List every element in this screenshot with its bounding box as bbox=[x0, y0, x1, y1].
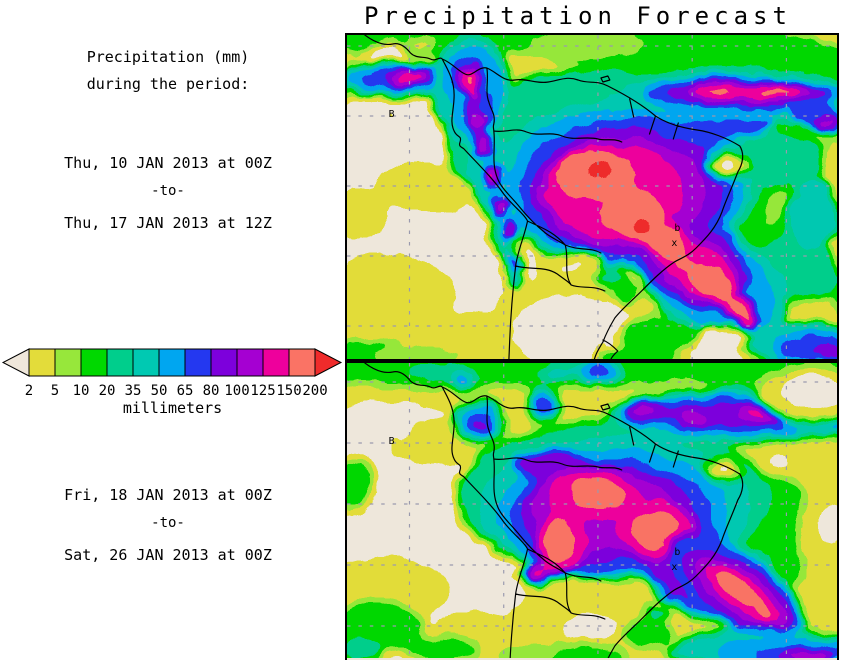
forecast-map-period2: B b x bbox=[345, 361, 839, 660]
legend-heading-line2: during the period: bbox=[86, 75, 250, 93]
colorbar-tick: 10 bbox=[73, 383, 90, 399]
colorbar-tick: 65 bbox=[177, 383, 194, 399]
forecast-map-period1-canvas: B b x bbox=[347, 35, 837, 359]
map-marker-b2: b bbox=[674, 223, 680, 234]
period2-end: Sat, 26 JAN 2013 at 00Z bbox=[64, 546, 272, 564]
colorbar-cell bbox=[158, 348, 186, 377]
precipitation-field bbox=[347, 363, 837, 658]
colorbar-tick: 20 bbox=[99, 383, 116, 399]
page-title: Precipitation Forecast bbox=[364, 2, 792, 30]
colorbar-ticks: 2 5 10 20 35 50 65 80 100 125 150 200 bbox=[25, 383, 328, 399]
period2-start: Fri, 18 JAN 2013 at 00Z bbox=[64, 486, 272, 504]
map-marker-b: B bbox=[389, 109, 395, 120]
colorbar-tick: 100 bbox=[224, 383, 249, 399]
colorbar-tick: 5 bbox=[51, 383, 59, 399]
colorbar-tick: 50 bbox=[151, 383, 168, 399]
colorbar-tick: 80 bbox=[203, 383, 220, 399]
colorbar-cell bbox=[80, 348, 108, 377]
colorbar-cell bbox=[106, 348, 134, 377]
colorbar-tick: 200 bbox=[302, 383, 327, 399]
colorbar-under-arrow bbox=[1, 348, 30, 377]
colorbar-unit-label: millimeters bbox=[122, 399, 223, 417]
map-marker-x: x bbox=[671, 562, 677, 573]
colorbar-cell bbox=[262, 348, 290, 377]
period1-start: Thu, 10 JAN 2013 at 00Z bbox=[64, 154, 272, 172]
precipitation-colorbar: 2 5 10 20 35 50 65 80 100 125 150 200 bbox=[1, 348, 343, 399]
period1-separator: -to- bbox=[151, 183, 185, 199]
legend-heading-line1: Precipitation (mm) bbox=[86, 48, 250, 66]
colorbar-over-arrow bbox=[314, 348, 343, 377]
forecast-map-period2-canvas: B b x bbox=[347, 363, 837, 658]
map-marker-x: x bbox=[671, 238, 677, 249]
colorbar-cell bbox=[184, 348, 212, 377]
colorbar-tick: 35 bbox=[125, 383, 142, 399]
latlon-grid bbox=[347, 35, 837, 359]
colorbar-cells bbox=[28, 348, 316, 377]
forecast-map-period1: B b x bbox=[345, 33, 839, 361]
colorbar-cell bbox=[28, 348, 56, 377]
colorbar-cell bbox=[132, 348, 160, 377]
colorbar-tick: 2 bbox=[25, 383, 33, 399]
map-marker-b: B bbox=[389, 436, 395, 447]
colorbar-cell bbox=[210, 348, 238, 377]
period2-separator: -to- bbox=[151, 515, 185, 531]
map-marker-b2: b bbox=[674, 547, 680, 558]
colorbar-cell bbox=[54, 348, 82, 377]
period1-end: Thu, 17 JAN 2013 at 12Z bbox=[64, 214, 272, 232]
colorbar-cell bbox=[236, 348, 264, 377]
colorbar-tick: 150 bbox=[276, 383, 301, 399]
colorbar-cell bbox=[288, 348, 316, 377]
precipitation-field bbox=[347, 35, 837, 359]
colorbar-tick: 125 bbox=[250, 383, 275, 399]
